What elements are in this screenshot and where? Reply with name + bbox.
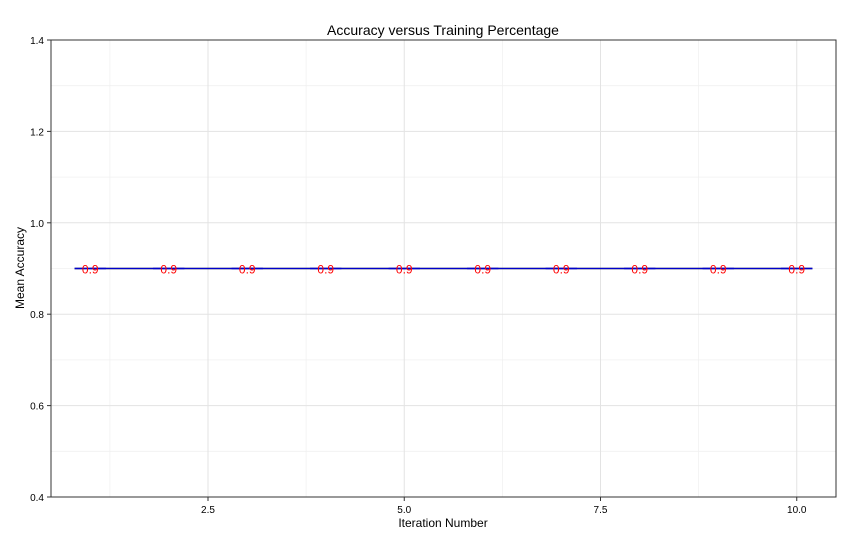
data-label: 0.9 [788,263,805,277]
y-tick-label: 1.4 [30,36,44,47]
x-tick-label: 7.5 [594,505,608,516]
data-label: 0.9 [317,263,334,277]
data-label: 0.9 [160,263,177,277]
data-label: 0.9 [474,263,491,277]
x-tick-label: 10.0 [787,505,807,516]
data-label: 0.9 [553,263,570,277]
chart-title: Accuracy versus Training Percentage [327,22,559,38]
data-label-layer: 0.9 0.9 0.9 0.9 0.9 0.9 0.9 0.9 0.9 0.9 [82,263,806,277]
y-axis: 0.4 0.6 0.8 1.0 1.2 1.4 [30,36,51,504]
y-tick-label: 1.2 [30,127,44,138]
y-tick-label: 0.8 [30,310,44,321]
data-label: 0.9 [396,263,413,277]
x-tick-label: 2.5 [201,505,215,516]
x-axis-title: Iteration Number [398,516,487,530]
plot-panel-border [50,39,837,498]
y-tick-label: 0.4 [30,493,44,504]
y-axis-title: Mean Accuracy [13,227,27,309]
data-label: 0.9 [631,263,648,277]
x-axis: 2.5 5.0 7.5 10.0 [201,497,807,516]
x-tick-label: 5.0 [397,505,411,516]
y-tick-label: 0.6 [30,402,44,413]
data-label: 0.9 [710,263,727,277]
y-tick-label: 1.0 [30,219,44,230]
data-label: 0.9 [82,263,99,277]
data-label: 0.9 [239,263,256,277]
